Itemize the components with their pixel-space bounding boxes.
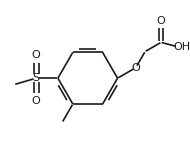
Text: S: S: [32, 73, 40, 83]
Text: O: O: [157, 15, 165, 25]
Text: O: O: [32, 96, 40, 106]
Text: O: O: [32, 50, 40, 60]
Text: O: O: [131, 63, 140, 73]
Text: OH: OH: [173, 42, 190, 52]
